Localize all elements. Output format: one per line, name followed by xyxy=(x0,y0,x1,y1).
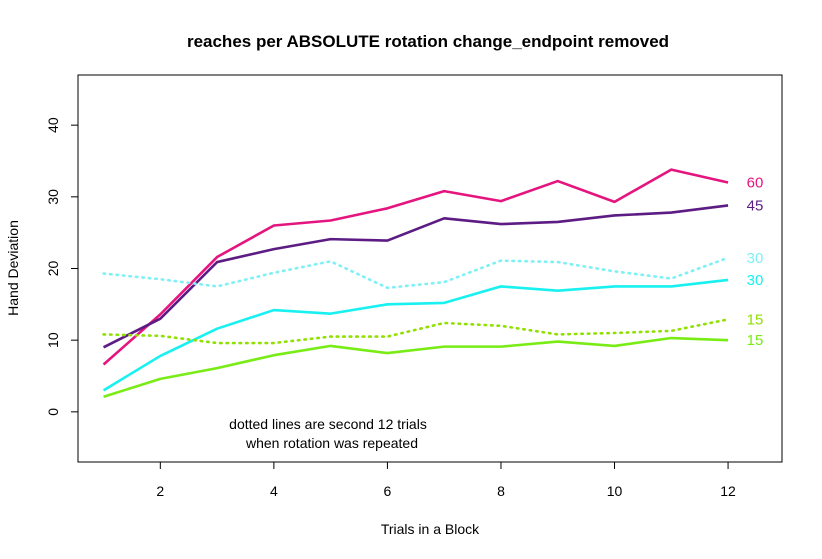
y-tick-label: 0 xyxy=(45,408,61,416)
x-tick-label: 12 xyxy=(720,483,736,499)
y-tick-label: 10 xyxy=(45,332,61,348)
x-tick-label: 10 xyxy=(607,483,623,499)
series-end-label: 30 xyxy=(747,272,764,289)
y-axis-label: Hand Deviation xyxy=(5,220,21,316)
series-end-labels: 60 45 30 30 15 15 xyxy=(747,175,764,350)
series-line-3 xyxy=(102,278,729,392)
x-tick-label: 2 xyxy=(156,483,164,499)
chart-title: reaches per ABSOLUTE rotation change_end… xyxy=(187,32,669,51)
x-axis-label: Trials in a Block xyxy=(381,521,480,537)
x-axis: 2 4 6 8 10 12 xyxy=(156,461,736,499)
series-line-1 xyxy=(102,204,729,349)
x-tick-label: 6 xyxy=(384,483,392,499)
series-end-label: 60 xyxy=(747,175,764,192)
series-end-label: 15 xyxy=(747,332,764,349)
x-tick-label: 8 xyxy=(497,483,505,499)
series-layer xyxy=(102,168,730,399)
y-tick-label: 40 xyxy=(45,117,61,133)
series-line-0 xyxy=(102,168,729,366)
series-end-label: 15 xyxy=(747,311,764,328)
series-end-label: 45 xyxy=(747,197,764,214)
series-line-5 xyxy=(103,336,729,399)
annotation-line-2: when rotation was repeated xyxy=(245,435,418,451)
series-line-4 xyxy=(102,318,730,345)
y-tick-label: 20 xyxy=(45,261,61,277)
y-tick-label: 30 xyxy=(45,189,61,205)
series-line-2 xyxy=(102,256,730,290)
annotation-line-1: dotted lines are second 12 trials xyxy=(229,416,427,432)
series-end-label: 30 xyxy=(747,250,764,267)
plot-frame xyxy=(77,74,783,463)
x-tick-label: 4 xyxy=(270,483,278,499)
y-axis: 0 10 20 30 40 xyxy=(45,117,79,416)
